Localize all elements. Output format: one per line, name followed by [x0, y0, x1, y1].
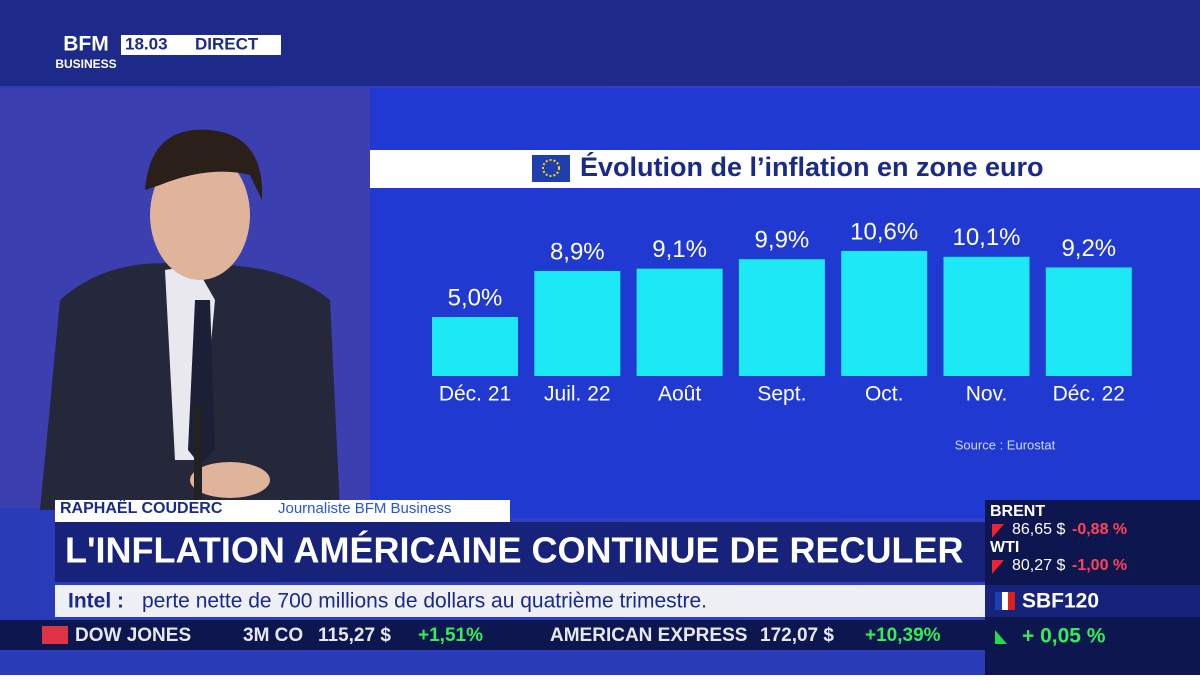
- category-label: Déc. 22: [1053, 383, 1125, 406]
- category-label: Sept.: [757, 383, 806, 406]
- eu-stars: [542, 159, 560, 177]
- value-label: 10,6%: [850, 218, 918, 245]
- bar: [534, 270, 621, 376]
- index-name: SBF120: [1022, 590, 1099, 613]
- value-label: 10,1%: [952, 224, 1020, 251]
- name-strip: [55, 500, 510, 522]
- time: 18.03: [125, 34, 168, 53]
- ticker-item: 172,07 $: [760, 625, 834, 646]
- market-name: BRENT: [990, 503, 1045, 520]
- index-change: + 0,05 %: [1022, 625, 1106, 648]
- down-arrow: [992, 524, 1004, 538]
- category-label: Juil. 22: [544, 383, 611, 406]
- market-price: 80,27 $: [1012, 557, 1065, 574]
- bar: [841, 250, 928, 376]
- category-label: Déc. 21: [439, 383, 511, 406]
- ticker-item: 3M CO: [243, 625, 303, 646]
- news-source: Intel :: [68, 590, 124, 613]
- fr-flag-red: [1008, 592, 1015, 610]
- bar: [738, 259, 825, 376]
- market-change: -1,00 %: [1072, 557, 1127, 574]
- bottom-band: [0, 650, 985, 675]
- ticker-item: DOW JONES: [75, 625, 191, 646]
- bar: [1045, 267, 1132, 376]
- bar: [636, 268, 723, 376]
- logo-box: [55, 35, 117, 57]
- headline-bar: [55, 522, 985, 582]
- headline: L'INFLATION AMÉRICAINE CONTINUE DE RECUL…: [65, 530, 964, 571]
- time-box: [121, 35, 281, 55]
- us-flag: [42, 626, 68, 644]
- ticker-item: 115,27 $: [318, 625, 391, 646]
- value-label: 9,9%: [755, 227, 810, 254]
- live-label: DIRECT: [195, 34, 259, 53]
- index-box: [985, 585, 1200, 617]
- value-label: 8,9%: [550, 238, 605, 265]
- category-label: Nov.: [966, 383, 1008, 406]
- value-label: 9,2%: [1061, 235, 1116, 262]
- logo: BFM: [63, 33, 109, 56]
- ticker-item: +10,39%: [865, 625, 941, 646]
- market-price: 86,65 $: [1012, 521, 1065, 538]
- news-strip: [55, 585, 985, 617]
- ticker-bar: [0, 620, 985, 650]
- value-label: 5,0%: [448, 284, 503, 311]
- bar-chart: 5,0% Déc. 21 8,9% Juil. 22 9,1% Août 9,9% Sept.…: [432, 218, 1132, 406]
- up-arrow: [995, 630, 1007, 644]
- category-label: Août: [658, 383, 701, 406]
- guest-role: Journaliste BFM Business: [278, 500, 451, 517]
- ticker: DOW JONES 3M CO 115,27 $ +1,51% AMERICAN EXP…: [42, 625, 941, 646]
- bar: [432, 317, 518, 376]
- chart-title: Évolution de l’inflation en zone euro: [580, 151, 1044, 182]
- market-change: -0,88 %: [1072, 521, 1127, 538]
- fr-flag-blue: [995, 592, 1002, 610]
- ticker-item: +1,51%: [418, 625, 483, 646]
- category-label: Oct.: [865, 383, 904, 406]
- chart-title-strip: [370, 150, 1200, 188]
- logo-sub: BUSINESS: [55, 57, 116, 71]
- down-arrow: [992, 560, 1004, 574]
- news-text: perte nette de 700 millions de dollars a…: [142, 590, 707, 613]
- ticker-item: AMERICAN EXPRESS: [550, 625, 747, 646]
- guest-name: RAPHAËL COUDERC: [60, 499, 223, 517]
- chart-source: Source : Eurostat: [955, 437, 1056, 452]
- presenter: [40, 129, 340, 510]
- market-name: WTI: [990, 539, 1019, 556]
- bar: [943, 256, 1030, 376]
- value-label: 9,1%: [652, 236, 707, 263]
